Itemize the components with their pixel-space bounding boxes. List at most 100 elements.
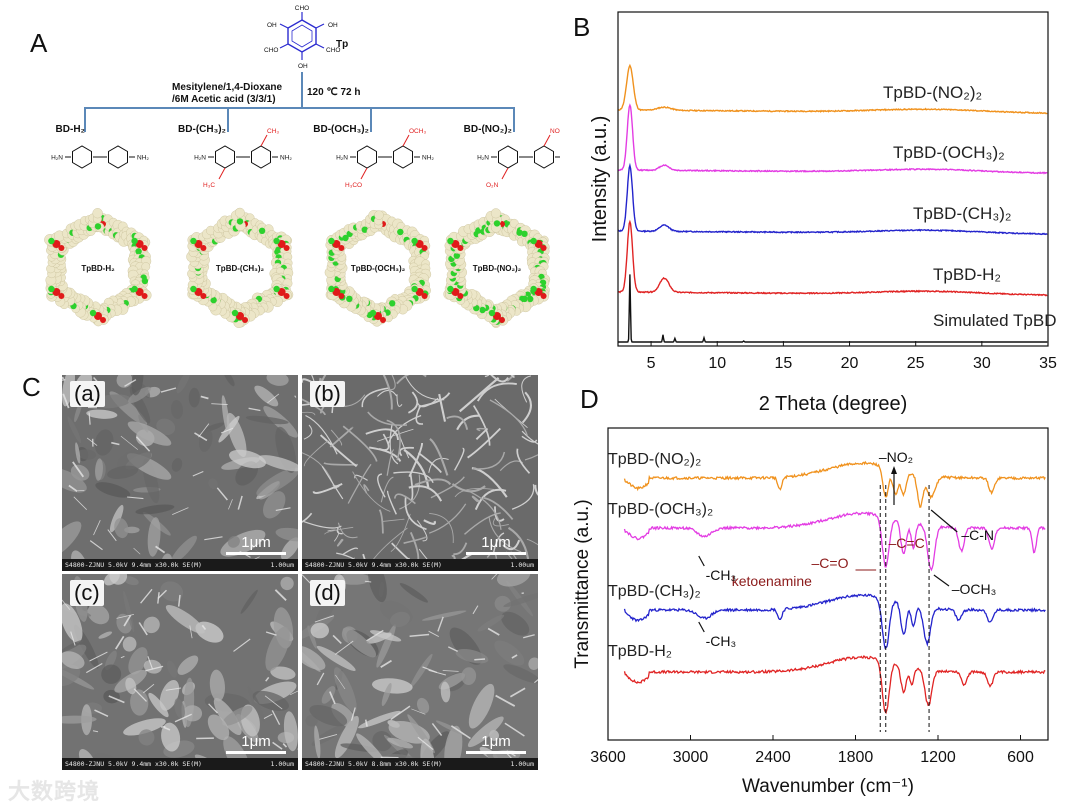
panel-a-scheme: CHO OH OH CHO CHO OH Tp Mesitylene/1,4-D…: [44, 5, 560, 329]
ftir-series-line: [623, 593, 1046, 650]
x-tick-label: 30: [973, 355, 991, 372]
amine-label-right: NH₂: [422, 155, 434, 162]
annotation-ch3: -CH₃: [706, 567, 737, 583]
amine-label-left: H₂N: [336, 155, 348, 162]
solvent-line-1: Mesitylene/1,4-Dioxane: [172, 82, 282, 93]
reaction-conditions: 120 ℃ 72 h: [307, 87, 360, 98]
x-tick-label: 20: [841, 355, 859, 372]
x-tick-label: 3000: [673, 749, 709, 766]
substituent-label-top: NO₂: [550, 128, 560, 135]
pxrd-x-axis-label: 2 Theta (degree): [759, 393, 908, 415]
pxrd-series-line: [617, 103, 1048, 175]
substituent-label-top: OCH₃: [409, 128, 426, 135]
framework-pores: TpBD-H₂ TpBD-(CH₃)₂ TpBD-(OCH₃)₂ TpBD-(NO₂)…: [44, 207, 551, 329]
ftir-series-label: TpBD-(NO₂)₂: [608, 451, 701, 468]
pore-label: TpBD-(NO₂)₂: [473, 264, 522, 273]
sem-footer: S4800-ZJNU 5.0kV 9.4mm x30.0k SE(M) 1.00u…: [62, 559, 298, 571]
ftir-y-axis-label: Transmittance (a.u.): [572, 499, 593, 668]
substituent-label-bottom: H₃C: [203, 182, 215, 189]
pxrd-series-line: [617, 219, 1048, 297]
pxrd-series-label: TpBD-(OCH₃)₂: [893, 143, 1005, 162]
pxrd-plot-frame: [617, 11, 1049, 347]
scale-bar: 1μm: [226, 733, 286, 754]
ch3-arrow-2: [698, 621, 705, 633]
sem-image-b: (b) 1μm S4800-ZJNU 5.0kV 9.4mm x30.0k SE…: [302, 375, 538, 571]
amine-label-right: NH₂: [280, 155, 292, 162]
x-tick-label: 25: [907, 355, 925, 372]
pxrd-series-label: Simulated TpBD: [933, 311, 1056, 330]
ftir-series-label: TpBD-(CH₃)₂: [608, 583, 701, 600]
ch3-arrow-1: [698, 555, 705, 567]
amine-label-left: H₂N: [477, 155, 489, 162]
scale-bar: 1μm: [466, 733, 526, 754]
pore-structure-3: TpBD-(OCH₃)₂: [324, 209, 432, 327]
pore-label: TpBD-H₂: [81, 264, 115, 273]
oh-label-left: OH: [267, 22, 277, 29]
pore-structure-4: TpBD-(NO₂)₂: [443, 208, 551, 329]
pxrd-series-line: [618, 274, 1048, 343]
ftir-series-line: [623, 655, 1046, 715]
amine-label-left: H₂N: [194, 155, 206, 162]
cho-label-top: CHO: [295, 5, 309, 12]
pore-label: TpBD-(CH₃)₂: [216, 264, 265, 273]
pxrd-series-line: [617, 63, 1048, 115]
pxrd-series-label: TpBD-(CH₃)₂: [913, 204, 1012, 223]
amine-label-left: H₂N: [51, 155, 63, 162]
ftir-series-label: TpBD-H₂: [608, 643, 672, 660]
pxrd-series-label: TpBD-(NO₂)₂: [883, 83, 982, 102]
watermark-logo: 大数跨境: [8, 779, 101, 804]
cho-label-right: CHO: [326, 47, 340, 54]
scale-bar: 1μm: [466, 534, 526, 555]
substituent-label-bottom: H₃CO: [345, 182, 362, 189]
x-tick-label: 2400: [755, 749, 791, 766]
annotation-ketoenamine: ketoenamine: [732, 573, 812, 589]
substituent-label-top: CH₃: [267, 128, 279, 135]
och3-arrow: [933, 574, 950, 587]
annotation-cc: –C=C: [889, 535, 925, 551]
sem-tag: (b): [310, 381, 345, 407]
linker-name-1: BD-H₂: [56, 124, 85, 135]
ftir-chart: 3600 3000 2400 1800 1200 600 Wavenumber (cm⁻¹)…: [572, 427, 1049, 797]
annotation-cn: –C-N: [961, 527, 994, 543]
linker-name-2: BD-(CH₃)₂: [178, 124, 226, 135]
annotation-ch3: -CH₃: [706, 633, 737, 649]
x-tick-label: 1800: [838, 749, 874, 766]
panel-label-d: D: [580, 384, 599, 414]
amine-label-right: NH₂: [137, 155, 149, 162]
pxrd-series-line: [617, 162, 1048, 236]
linker-molecule-4: H₂NNH₂NO₂O₂N: [477, 128, 560, 189]
solvent-line-2: /6M Acetic acid (3/3/1): [172, 94, 276, 105]
cho-label-left: CHO: [264, 47, 278, 54]
pore-label: TpBD-(OCH₃)₂: [351, 264, 406, 273]
ftir-x-axis-label: Wavenumber (cm⁻¹): [742, 776, 914, 797]
sem-tag: (c): [70, 580, 104, 606]
substituent-label-bottom: O₂N: [486, 182, 499, 189]
oh-label-right: OH: [328, 22, 338, 29]
pxrd-y-axis-label: Intensity (a.u.): [589, 116, 611, 243]
sem-tag: (a): [70, 381, 105, 407]
sem-image-a: (a) 1μm S4800-ZJNU 5.0kV 9.4mm x30.0k SE…: [62, 375, 298, 571]
x-tick-label: 1200: [920, 749, 956, 766]
x-tick-label: 3600: [590, 749, 626, 766]
annotation-och3: –OCH₃: [952, 581, 997, 597]
sem-footer: S4800-ZJNU 5.0kV 9.4mm x30.0k SE(M) 1.00u…: [62, 758, 298, 770]
linker-structures: H₂NNH₂H₂NNH₂CH₃H₃CH₂NNH₂OCH₃H₃COH₂NNH₂NO…: [51, 128, 560, 189]
sem-tag: (d): [310, 580, 345, 606]
sem-image-c: (c) 1μm S4800-ZJNU 5.0kV 9.4mm x30.0k SE…: [62, 574, 298, 770]
ftir-series-label: TpBD-(OCH₃)₂: [608, 501, 713, 518]
linker-molecule-1: H₂N NH₂: [51, 145, 149, 169]
panel-label-a: A: [30, 28, 48, 58]
pxrd-chart: 5 10 15 20 25 30 35 2 Theta (degree) Intensity (…: [589, 11, 1057, 415]
panel-label-c: C: [22, 372, 41, 402]
annotation-co: –C=O: [812, 555, 849, 571]
panel-label-b: B: [573, 12, 591, 42]
linker-molecule-3: H₂N NH₂ OCH₃ H₃CO: [336, 128, 434, 189]
sem-image-d: (d) 1μm S4800-ZJNU 5.0kV 8.8mm x30.0k SE…: [302, 574, 538, 770]
linker-name-4: BD-(NO₂)₂: [464, 124, 512, 135]
cn-arrow: [930, 509, 958, 533]
x-tick-label: 15: [774, 355, 792, 372]
linker-name-3: BD-(OCH₃)₂: [313, 124, 369, 135]
x-tick-label: 35: [1039, 355, 1057, 372]
tp-label: Tp: [336, 39, 348, 50]
linker-molecule-2: H₂N NH₂ CH₃ H₃C: [194, 128, 292, 189]
